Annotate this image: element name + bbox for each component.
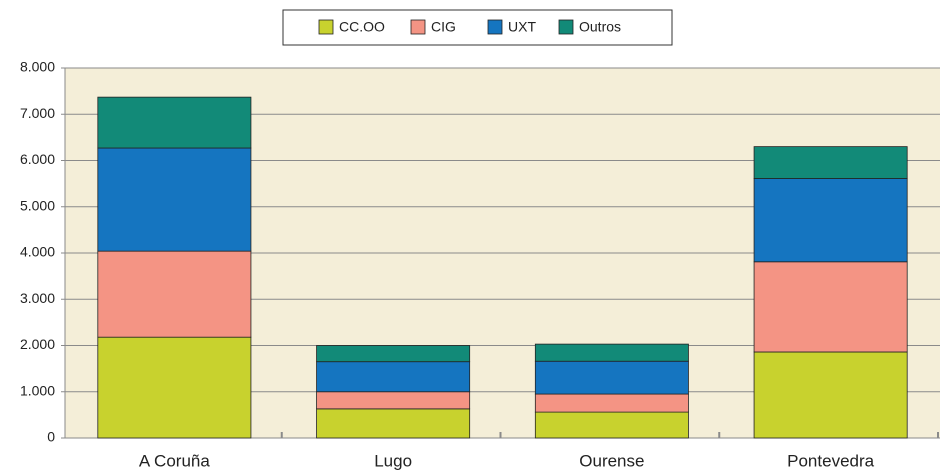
y-tick-label: 5.000: [20, 197, 55, 213]
y-tick-label: 7.000: [20, 105, 55, 121]
y-tick-label: 1.000: [20, 382, 55, 398]
bar-segment: [753, 146, 908, 179]
bar-segment: [534, 343, 689, 362]
x-tick-label: A Coruña: [139, 451, 210, 470]
y-tick-label: 2.000: [20, 336, 55, 352]
x-tick-label: Ourense: [579, 451, 644, 470]
legend-swatch: [487, 19, 503, 35]
y-tick-label: 0: [47, 429, 55, 445]
bar-segment: [316, 345, 471, 363]
legend-swatch: [410, 19, 426, 35]
bar-segment: [753, 261, 908, 353]
legend-swatch: [318, 19, 334, 35]
y-tick-label: 6.000: [20, 151, 55, 167]
y-tick-label: 3.000: [20, 290, 55, 306]
bar-segment: [97, 250, 252, 338]
legend-label: CIG: [431, 19, 456, 35]
legend-label: UXT: [508, 19, 536, 35]
legend-label: Outros: [579, 19, 621, 35]
bar-segment: [753, 351, 908, 439]
bar-segment: [97, 147, 252, 252]
legend-box: [282, 9, 673, 46]
y-tick-label: 8.000: [20, 59, 55, 75]
bar-segment: [753, 178, 908, 263]
bar-segment: [316, 391, 471, 410]
bar-segment: [316, 408, 471, 439]
y-tick-label: 4.000: [20, 244, 55, 260]
bar-segment: [316, 361, 471, 393]
bar-segment: [534, 393, 689, 413]
legend-swatch: [558, 19, 574, 35]
legend-label: CC.OO: [339, 19, 385, 35]
bar-segment: [97, 96, 252, 149]
bar-segment: [534, 411, 689, 439]
x-tick-label: Pontevedra: [787, 451, 874, 470]
bar-segment: [97, 336, 252, 439]
bar-segment: [534, 360, 689, 395]
x-tick-label: Lugo: [374, 451, 412, 470]
